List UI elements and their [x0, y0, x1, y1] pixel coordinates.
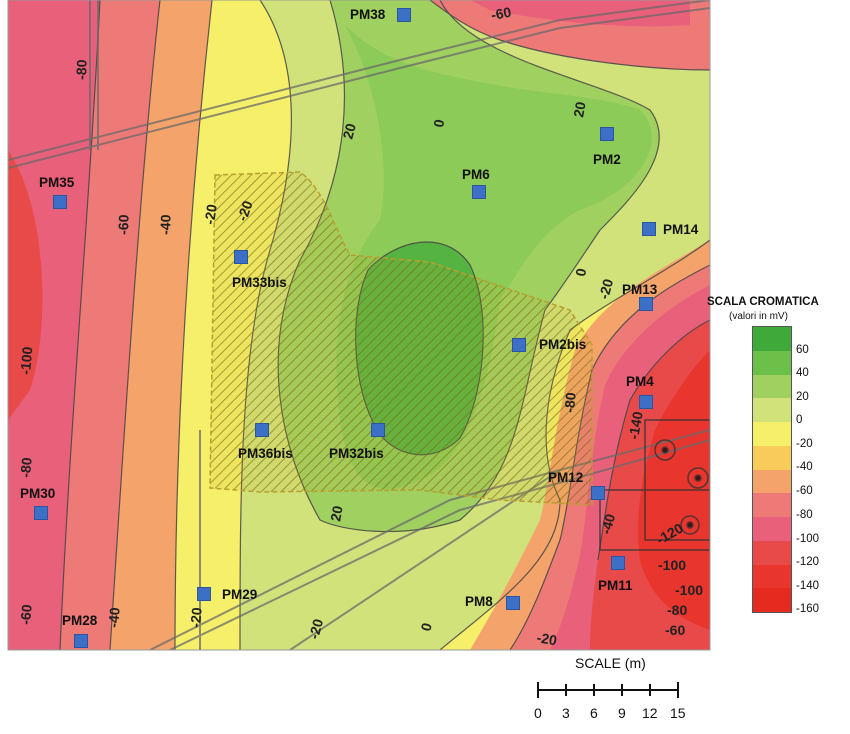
point-marker[interactable] [397, 8, 411, 22]
contour-label: -40 [597, 512, 618, 536]
legend-tick: -80 [796, 509, 813, 521]
point-marker[interactable] [639, 395, 653, 409]
legend-tick: 0 [796, 414, 803, 426]
point-marker[interactable] [512, 338, 526, 352]
legend-tick: -100 [796, 533, 820, 545]
scale-tick-label: 9 [618, 705, 626, 721]
point-marker[interactable] [234, 250, 248, 264]
point-label: PM12 [548, 470, 584, 485]
contour-label: -100 [675, 582, 703, 598]
contour-label: -100 [658, 557, 686, 573]
legend-swatch [753, 540, 791, 565]
contour-label: -80 [73, 59, 90, 80]
legend-title: SCALA CROMATICA [707, 296, 819, 308]
legend-tick: -120 [796, 556, 820, 568]
contour-label: -100 [17, 346, 35, 376]
contour-label: -60 [665, 622, 685, 638]
scale-tick-label: 3 [562, 705, 570, 721]
contour-label: -80 [17, 456, 35, 478]
point-marker[interactable] [600, 127, 614, 141]
legend-swatch [753, 445, 791, 470]
contour-label: -20 [187, 606, 205, 628]
point-marker[interactable] [74, 634, 88, 648]
scale-tick-label: 15 [670, 705, 686, 721]
legend-swatch [753, 422, 791, 446]
legend-swatch [753, 374, 791, 399]
legend-tick: 20 [796, 391, 809, 403]
point-label: PM30 [20, 486, 56, 501]
contour-label: 20 [339, 121, 359, 140]
point-marker[interactable] [591, 486, 605, 500]
legend-tick: -140 [796, 580, 820, 592]
point-marker[interactable] [611, 556, 625, 570]
legend-swatch [753, 398, 791, 422]
contour-label: -80 [561, 391, 579, 413]
point-marker[interactable] [642, 222, 656, 236]
contour-label: -140 [625, 410, 646, 441]
point-label: PM4 [626, 374, 654, 389]
point-marker[interactable] [506, 596, 520, 610]
point-marker[interactable] [639, 297, 653, 311]
point-label: PM29 [222, 587, 258, 602]
color-scale-bar [752, 326, 792, 613]
contour-label: 0 [417, 621, 435, 633]
hatched-zone [209, 171, 593, 506]
point-marker[interactable] [53, 195, 67, 209]
contour-label: -60 [17, 603, 35, 625]
legend-tick: -160 [796, 603, 820, 615]
contour-label: 20 [570, 100, 588, 118]
contour-label: -40 [157, 214, 174, 235]
point-label: PM14 [663, 222, 699, 237]
legend-swatch [753, 564, 791, 589]
legend-tick: -40 [796, 461, 813, 473]
point-marker[interactable] [371, 423, 385, 437]
scale-tick-label: 0 [534, 705, 542, 721]
legend-subtitle: (valori in mV) [729, 311, 788, 322]
contour-label: -20 [201, 203, 220, 225]
contour-label: -40 [105, 606, 123, 628]
contour-label: -20 [595, 277, 616, 301]
legend-swatch [753, 493, 791, 517]
point-marker[interactable] [472, 185, 486, 199]
legend-tick: 40 [796, 367, 809, 379]
point-label: PM6 [462, 167, 490, 182]
legend-tick: -60 [796, 485, 813, 497]
point-label: PM2bis [539, 337, 587, 352]
contour-label: 0 [430, 118, 447, 129]
contour-label: -20 [535, 629, 558, 648]
scale-bar [537, 682, 679, 698]
legend-swatch [753, 350, 791, 375]
point-label: PM36bis [238, 446, 293, 461]
point-marker[interactable] [34, 506, 48, 520]
point-label: PM11 [598, 578, 633, 593]
point-label: PM32bis [329, 446, 384, 461]
point-label: PM28 [62, 613, 98, 628]
legend-swatch [753, 588, 791, 612]
scale-tick-label: 6 [590, 705, 598, 721]
legend-tick: -20 [796, 438, 813, 450]
contour-label: 0 [572, 267, 589, 278]
point-label: PM33bis [232, 275, 287, 290]
point-label: PM8 [465, 594, 493, 609]
legend-swatch [753, 517, 791, 541]
scale-title: SCALE (m) [575, 655, 646, 671]
legend-tick: 60 [796, 344, 809, 356]
legend-swatch [753, 469, 791, 494]
contour-label: -20 [305, 617, 326, 641]
contour-label: -80 [667, 602, 687, 618]
point-label: PM35 [39, 175, 75, 190]
contour-label: 20 [327, 504, 345, 522]
contour-label: -60 [115, 214, 132, 235]
contour-label: -20 [234, 198, 256, 223]
legend-swatch [753, 327, 791, 351]
point-marker[interactable] [255, 423, 269, 437]
scale-tick-label: 12 [642, 705, 658, 721]
contour-label: -60 [490, 4, 513, 23]
point-label: PM2 [593, 152, 621, 167]
point-label: PM13 [622, 282, 658, 297]
point-marker[interactable] [197, 587, 211, 601]
point-label: PM38 [350, 7, 386, 22]
